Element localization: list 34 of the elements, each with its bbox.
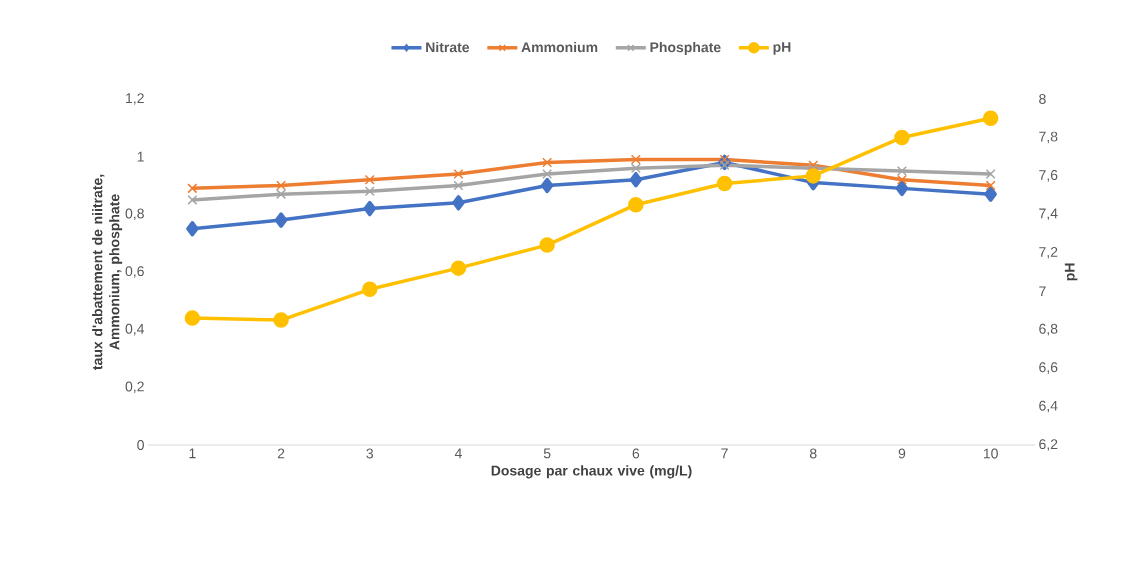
y-tick-label: 0,2	[125, 381, 144, 394]
y2-tick-label: 7	[1039, 286, 1046, 297]
x-tick-label: 10	[983, 448, 998, 459]
x-tick-label: 6	[632, 448, 640, 459]
y-tick-label: 0,6	[125, 266, 144, 278]
y2-tick-label: 6,4	[1039, 400, 1058, 413]
y2-tick-label: 6,2	[1039, 439, 1058, 451]
y2-tick-label: 6,8	[1039, 323, 1058, 336]
x-tick-label: 1	[189, 448, 196, 459]
y-tick-label: 1,2	[126, 93, 144, 105]
y2-tick-label: 7,6	[1039, 170, 1058, 182]
y2-tick-label: 8	[1039, 94, 1046, 104]
y2-tick-label: 7,8	[1039, 131, 1058, 144]
y2-tick-label: 7,4	[1039, 208, 1058, 221]
y-axis-title: taux d'abattement de niitrate, Ammonium, phosphate	[92, 174, 123, 370]
x-axis-title: Dosage par chaux vive (mg/L)	[491, 465, 692, 479]
y-tick-label: 1	[137, 151, 144, 162]
x-tick-label: 7	[721, 448, 728, 459]
legend-label: Ammonium	[521, 41, 598, 53]
x-tick-label: 3	[366, 448, 374, 459]
y-tick-label: 0	[137, 440, 144, 450]
x-tick-label: 9	[898, 448, 906, 459]
y2-tick-label: 7,2	[1039, 246, 1058, 259]
legend-label: pH	[773, 42, 791, 55]
legend-label: Nitrate	[426, 41, 470, 53]
y-tick-label: 0,8	[125, 208, 144, 221]
legend-label: Phosphate	[650, 41, 721, 56]
x-tick-label: 5	[543, 448, 551, 459]
y2-axis-title: pH	[1064, 263, 1078, 281]
y-tick-label: 0,4	[125, 323, 145, 336]
y2-tick-label: 6,6	[1039, 362, 1058, 374]
x-tick-label: 8	[809, 448, 817, 459]
x-tick-label: 2	[277, 448, 285, 459]
x-tick-label: 4	[454, 448, 462, 459]
